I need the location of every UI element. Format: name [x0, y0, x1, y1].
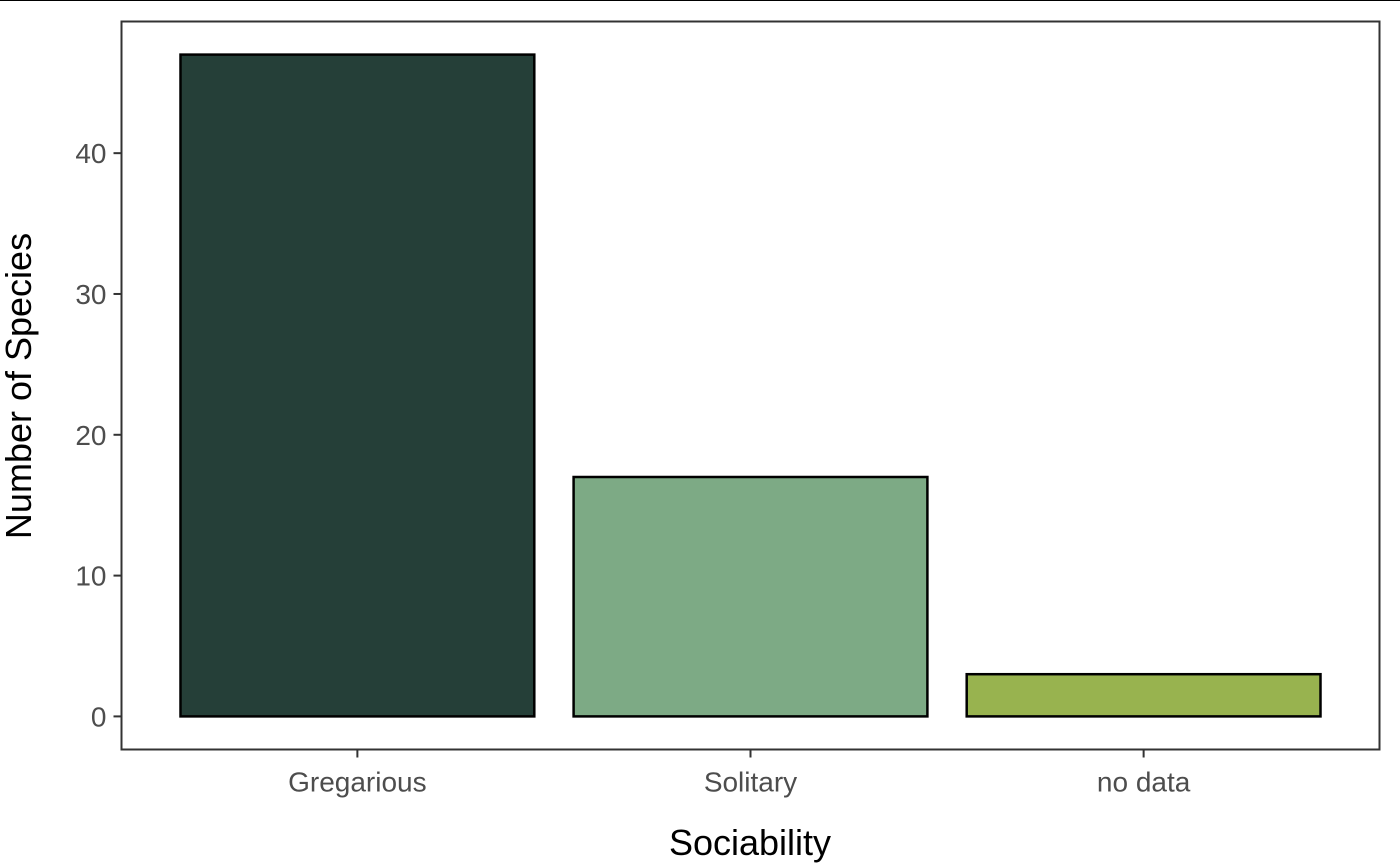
top-rule — [0, 0, 1400, 1]
x-tick-label-no-data: no data — [1097, 767, 1191, 798]
x-axis: Gregarious Solitary no data — [288, 749, 1191, 798]
y-tick-label-0: 0 — [91, 701, 107, 732]
bars-group — [179, 53, 1322, 718]
y-axis-title: Number of Species — [0, 233, 39, 539]
x-tick-label-solitary: Solitary — [704, 767, 797, 798]
y-tick-label-30: 30 — [75, 279, 106, 310]
y-axis: 0 10 20 30 40 — [75, 138, 122, 732]
bar-solitary — [572, 475, 929, 718]
bar-no-data — [965, 672, 1322, 718]
x-axis-title: Sociability — [669, 822, 831, 863]
y-tick-label-20: 20 — [75, 420, 106, 451]
y-tick-label-40: 40 — [75, 138, 106, 169]
bar-gregarious — [179, 53, 536, 718]
y-tick-label-10: 10 — [75, 561, 106, 592]
x-tick-label-gregarious: Gregarious — [288, 767, 427, 798]
